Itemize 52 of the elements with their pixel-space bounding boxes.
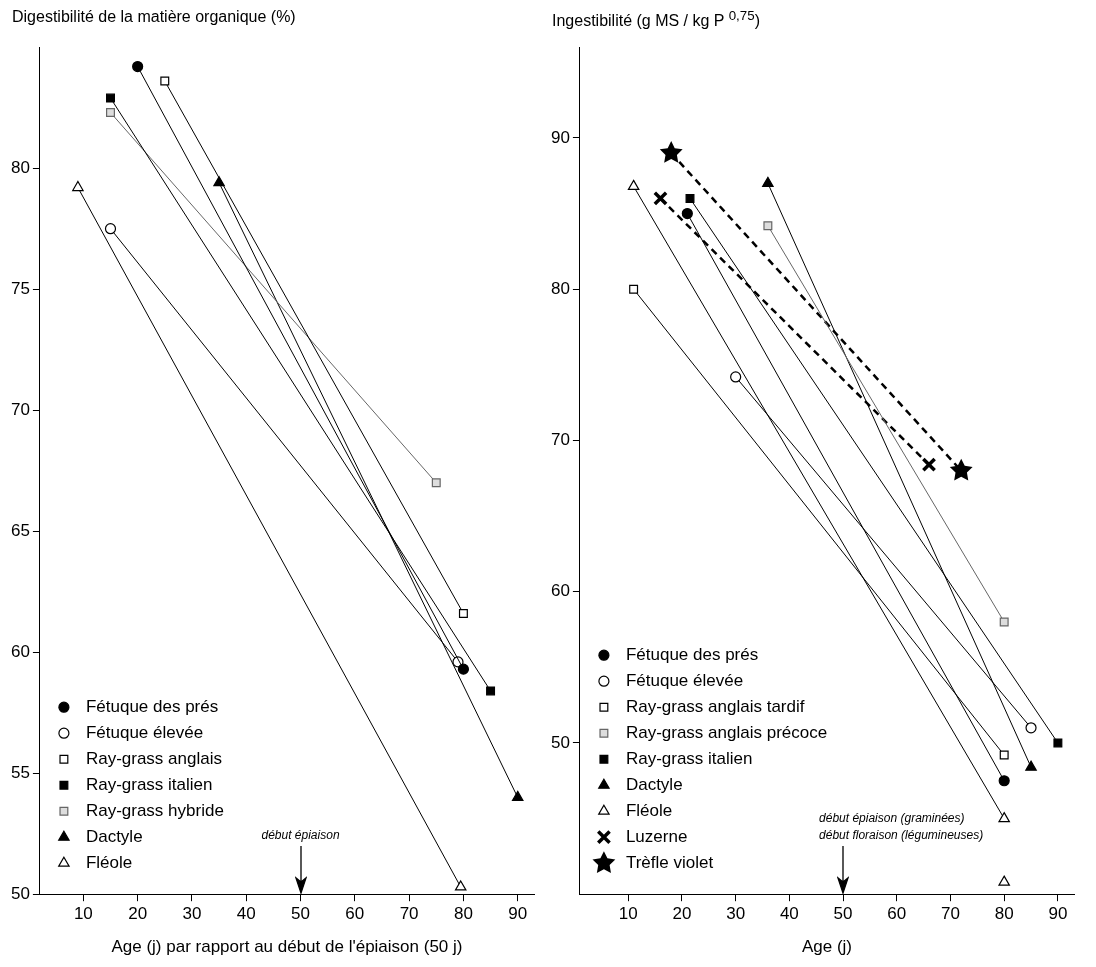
x-tick-label: 10 <box>618 904 638 924</box>
y-tick-label: 80 <box>550 278 570 298</box>
y-tick-label: 75 <box>10 278 30 298</box>
legend-label: Fléole <box>625 800 673 820</box>
legend-label: Ray-grass anglais précoce <box>625 722 828 742</box>
x-tick-label: 50 <box>833 904 853 924</box>
x-tick-label: 90 <box>1048 904 1068 924</box>
y-tick-label: 50 <box>10 883 30 903</box>
ref-line-label: début épiaison <box>261 827 340 842</box>
legend-label: Dactyle <box>85 826 143 846</box>
legend-label: Ray-grass italien <box>625 748 753 768</box>
x-tick-label: 10 <box>73 904 93 924</box>
legend-label: Fétuque des prés <box>625 644 759 664</box>
x-tick-label: 90 <box>508 904 528 924</box>
legend-label: Fétuque des prés <box>85 696 219 716</box>
legend-label: Ray-grass anglais <box>85 748 222 768</box>
y-axis-title: Ingestibilité (g MS / kg P $^{0,75}$) <box>551 8 761 32</box>
x-tick-label: 70 <box>399 904 419 924</box>
legend-label: Ray-grass hybride <box>85 800 224 820</box>
x-tick-label: 70 <box>941 904 960 924</box>
x-tick-label: 40 <box>236 904 256 924</box>
legend-label: Fétuque élevée <box>625 670 744 690</box>
x-tick-label: 60 <box>345 904 365 924</box>
x-tick-label: 20 <box>128 904 148 924</box>
x-tick-label: 30 <box>726 904 746 924</box>
legend-label: Luzerne <box>625 826 688 846</box>
y-tick-label: 55 <box>10 762 30 782</box>
ref-line-label: début épiaison (graminées) début floraison (légumineuses) <box>819 810 984 842</box>
y-tick-label: 60 <box>10 641 30 661</box>
y-axis-title: Digestibilité de la matière organique (%) <box>11 8 297 27</box>
x-tick-label: 20 <box>672 904 692 924</box>
legend-label: Fléole <box>85 852 133 872</box>
x-tick-label: 80 <box>994 904 1014 924</box>
y-tick-label: 70 <box>550 430 570 450</box>
x-tick-label: 30 <box>182 904 202 924</box>
x-tick-label: 50 <box>291 904 310 924</box>
y-tick-label: 50 <box>550 732 570 752</box>
x-axis-title: Age (j) par rapport au début de l'épiaison (50 j) <box>111 937 463 957</box>
legend-label: Ray-grass anglais tardif <box>625 696 805 716</box>
y-tick-label: 60 <box>550 581 570 601</box>
x-tick-label: 80 <box>453 904 473 924</box>
x-axis-title: Age (j) <box>801 937 852 957</box>
legend-label: Dactyle <box>625 774 683 794</box>
y-tick-label: 65 <box>10 520 30 540</box>
y-tick-label: 90 <box>550 127 570 147</box>
legend-label: Fétuque élevée <box>85 722 204 742</box>
x-tick-label: 60 <box>887 904 907 924</box>
legend-label: Ray-grass italien <box>85 774 213 794</box>
y-tick-label: 80 <box>10 157 30 177</box>
x-tick-label: 40 <box>779 904 799 924</box>
y-tick-label: 70 <box>10 399 30 419</box>
legend-label: Trèfle violet <box>625 852 714 872</box>
